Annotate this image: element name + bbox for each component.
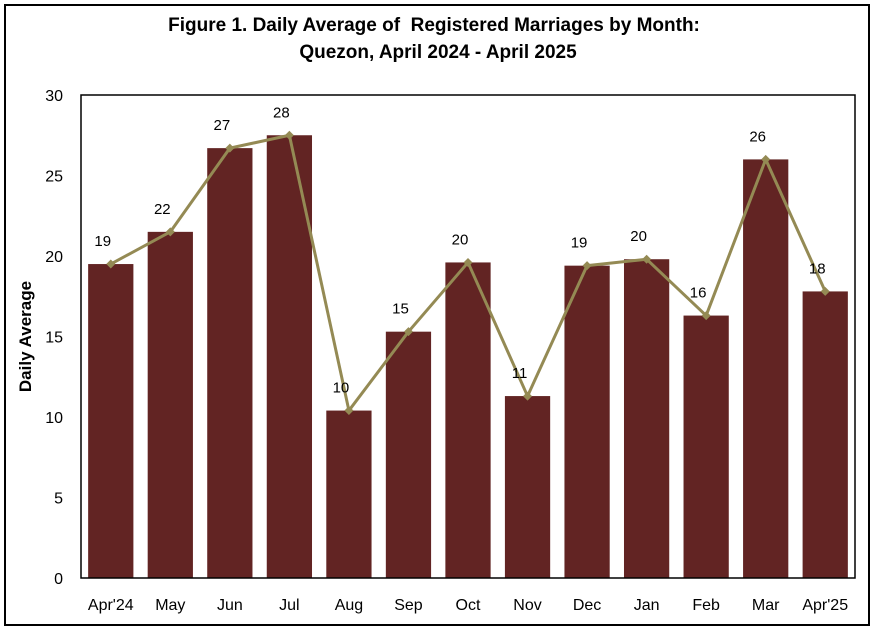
line-marker <box>165 227 175 237</box>
bar <box>623 259 670 578</box>
x-tick-label: Jul <box>279 597 299 614</box>
line-series <box>106 130 830 416</box>
line-marker <box>642 254 652 264</box>
data-label: 27 <box>214 117 231 134</box>
bar <box>147 231 193 578</box>
bar <box>385 331 432 578</box>
data-labels: 19 22 27 28 10 15 20 11 19 20 16 26 18 <box>94 104 825 396</box>
bar <box>207 148 253 578</box>
data-label: 19 <box>571 235 588 252</box>
data-label: 22 <box>154 201 171 218</box>
plot-area <box>80 94 856 579</box>
y-tick-label: 10 <box>45 410 63 427</box>
x-tick-label: Jan <box>634 597 660 614</box>
x-tick-label: Jun <box>217 597 243 614</box>
x-tick-label: May <box>155 597 185 614</box>
data-label: 19 <box>94 233 111 250</box>
data-label: 28 <box>273 104 290 121</box>
data-label: 10 <box>333 380 350 397</box>
x-tick-label: Sep <box>394 597 423 614</box>
line-marker <box>284 130 294 140</box>
line-marker <box>701 311 711 321</box>
bar <box>445 262 491 578</box>
bar <box>802 291 848 578</box>
y-tick-label: 25 <box>45 169 63 186</box>
chart-title-line1: Figure 1. Daily Average of Registered Ma… <box>168 15 700 36</box>
x-tick-label: Aug <box>335 597 363 614</box>
data-label: 18 <box>809 260 826 277</box>
x-tick-label: Nov <box>513 597 541 614</box>
data-label: 11 <box>512 365 528 382</box>
bar <box>88 264 134 578</box>
data-label: 20 <box>630 228 647 245</box>
x-axis-ticks: Apr'24 May Jun Jul Aug Sep Oct Nov Dec Jan Feb Mar A… <box>88 597 848 614</box>
y-tick-label: 5 <box>54 491 63 508</box>
line-marker <box>225 143 235 153</box>
bar <box>326 410 372 578</box>
x-tick-label: Oct <box>456 597 481 614</box>
bar <box>504 396 551 578</box>
line-marker <box>820 286 830 296</box>
data-label: 26 <box>749 128 766 145</box>
chart-title: Figure 1. Daily Average of Registered Ma… <box>0 12 868 66</box>
bar <box>743 159 789 578</box>
line-marker <box>761 154 771 164</box>
y-axis-label: Daily Average <box>16 281 35 392</box>
x-tick-label: Feb <box>692 597 720 614</box>
x-tick-label: Apr'25 <box>802 597 848 614</box>
bar <box>564 265 610 578</box>
bar-series <box>88 135 848 578</box>
data-label: 15 <box>392 301 409 318</box>
line-marker <box>463 257 473 267</box>
line-marker <box>523 391 533 401</box>
y-tick-label: 30 <box>45 88 63 105</box>
line-marker <box>582 261 592 271</box>
y-axis-ticks: 0 5 10 15 20 25 30 <box>45 88 63 588</box>
line-marker <box>106 259 116 269</box>
x-tick-label: Apr'24 <box>88 597 134 614</box>
y-tick-label: 15 <box>45 330 63 347</box>
data-label: 20 <box>452 231 469 248</box>
x-tick-label: Dec <box>573 597 601 614</box>
chart-title-line2: Quezon, April 2024 - April 2025 <box>299 42 577 63</box>
data-label: 16 <box>690 285 707 302</box>
x-tick-label: Mar <box>752 597 780 614</box>
y-tick-label: 0 <box>54 571 63 588</box>
y-tick-label: 20 <box>45 249 63 266</box>
line-marker <box>403 327 413 337</box>
line-marker <box>344 406 354 416</box>
bar <box>683 315 729 578</box>
